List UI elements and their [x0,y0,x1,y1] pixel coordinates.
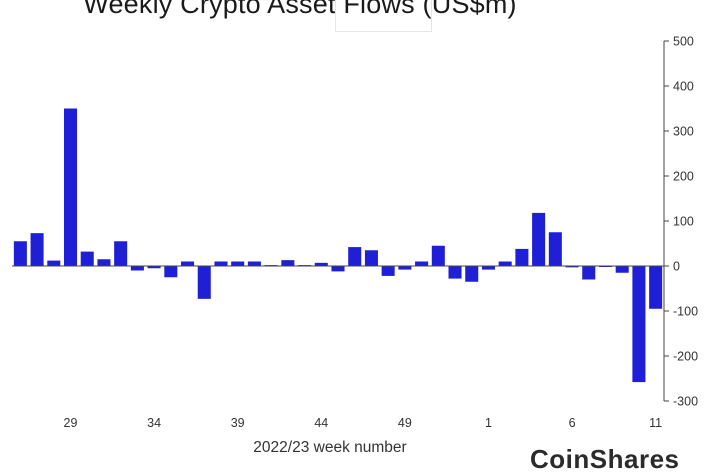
bar [431,245,445,266]
bar [582,266,596,280]
bar [181,261,195,266]
x-tick-label: 11 [649,416,662,430]
bar [481,266,495,270]
bar [214,261,228,266]
bar [147,266,161,269]
bar [130,266,144,271]
y-tick-label: -200 [673,350,698,364]
bar [515,248,529,266]
bar [47,260,61,266]
x-tick-label: 1 [485,416,492,430]
x-tick-label: 44 [314,416,328,430]
y-tick-label: 200 [673,170,694,184]
bar [197,266,211,299]
x-tick-label: 34 [147,416,161,430]
bar [615,266,629,273]
bar [80,251,94,266]
bar-chart: 500 400 300 200 100 0 -100 -200 -300 29 34 39 44 49 1 6… [12,35,698,430]
y-tick-label: 300 [673,125,694,139]
bar [97,259,111,266]
brand-watermark: CoinShares [530,444,680,474]
bar [247,261,261,266]
x-tick-label: 49 [398,416,412,430]
bar [565,266,579,268]
bar [632,266,646,383]
bar [231,261,245,266]
bar [448,266,462,279]
bar [398,266,412,270]
x-axis-label: 2022/23 week number [253,439,407,456]
y-tick-label: -100 [673,305,698,319]
bar [548,232,562,266]
x-tick-label: 39 [231,416,245,430]
x-tick-label: 29 [64,416,78,430]
bar [348,247,362,266]
bar [532,212,546,266]
bar [649,266,663,309]
bar [498,261,512,266]
y-tick-label: -300 [673,395,698,409]
title-decoration [335,0,432,32]
bar [314,262,328,266]
y-tick-label: 0 [673,260,680,274]
bar [63,108,78,266]
bar [30,233,44,266]
y-tick-label: 100 [673,215,694,229]
bar [364,250,378,266]
bar [281,260,295,266]
bar [331,266,345,272]
bar [465,266,479,282]
bar [13,241,27,266]
x-tick-label: 6 [569,416,576,430]
bar [114,241,128,266]
y-tick-label: 500 [673,35,694,49]
bar [415,261,429,266]
bar [164,266,178,278]
bar [381,266,395,276]
chart-title: Weekly Crypto Asset Flows (US$m) [83,0,517,19]
y-tick-label: 400 [673,80,694,94]
